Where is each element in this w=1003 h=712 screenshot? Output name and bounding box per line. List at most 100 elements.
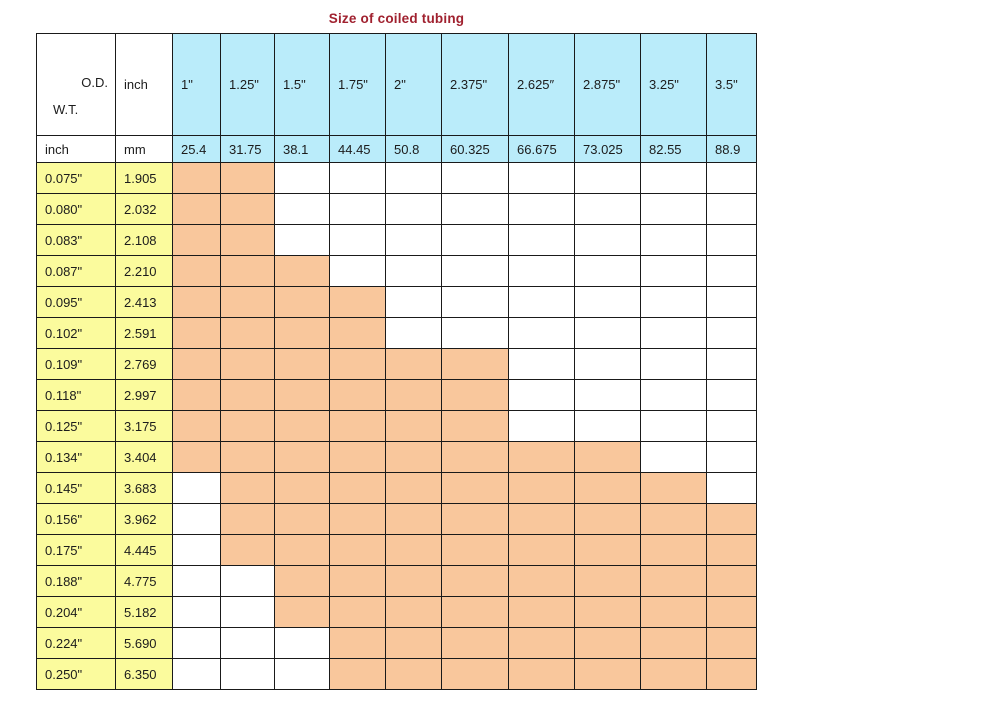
availability-cell (574, 596, 641, 628)
availability-cell (706, 658, 757, 690)
availability-cell (385, 503, 442, 535)
availability-cell (441, 255, 509, 287)
wt-mm-cell: 3.962 (115, 503, 173, 535)
availability-cell (329, 503, 386, 535)
availability-cell (220, 503, 275, 535)
wt-inch-cell: 0.080" (36, 193, 116, 225)
availability-cell (274, 627, 330, 659)
wt-inch-cell: 0.250" (36, 658, 116, 690)
availability-cell (385, 441, 442, 473)
wt-inch-cell: 0.102" (36, 317, 116, 349)
table-body: 0.075" 1.905 0.080" 2.032 0.083" 2.108 0.087" 2… (36, 162, 757, 690)
wt-mm-cell: 2.210 (115, 255, 173, 287)
wt-inch-cell: 0.087" (36, 255, 116, 287)
availability-cell (172, 193, 221, 225)
availability-cell (640, 255, 707, 287)
availability-cell (706, 224, 757, 256)
availability-cell (385, 534, 442, 566)
availability-cell (172, 410, 221, 442)
availability-cell (441, 193, 509, 225)
od-size-header: 3.5" (706, 33, 757, 136)
availability-cell (508, 472, 575, 504)
availability-cell (574, 534, 641, 566)
table-row: 0.175" 4.445 (36, 534, 757, 566)
table-row: 0.156" 3.962 (36, 503, 757, 535)
wt-label: W.T. (53, 101, 79, 117)
availability-cell (385, 162, 442, 194)
availability-cell (441, 348, 509, 380)
availability-cell (220, 565, 275, 597)
availability-cell (274, 317, 330, 349)
header-row-od-mm: inch mm 25.4 31.75 38.1 44.45 50.8 60.325 66.6… (36, 135, 757, 163)
table-row: 0.204" 5.182 (36, 596, 757, 628)
availability-cell (574, 162, 641, 194)
availability-cell (574, 441, 641, 473)
availability-cell (172, 255, 221, 287)
wt-mm-cell: 4.445 (115, 534, 173, 566)
wt-inch-cell: 0.156" (36, 503, 116, 535)
availability-cell (508, 348, 575, 380)
table-row: 0.118" 2.997 (36, 379, 757, 411)
availability-cell (574, 286, 641, 318)
availability-cell (329, 441, 386, 473)
availability-cell (706, 627, 757, 659)
table-row: 0.145" 3.683 (36, 472, 757, 504)
availability-cell (640, 565, 707, 597)
availability-cell (508, 503, 575, 535)
availability-cell (172, 503, 221, 535)
availability-cell (172, 379, 221, 411)
availability-cell (508, 627, 575, 659)
availability-cell (706, 441, 757, 473)
availability-cell (172, 286, 221, 318)
availability-cell (508, 658, 575, 690)
corner-labels: O.D. W.T. (45, 75, 115, 118)
availability-cell (441, 627, 509, 659)
availability-cell (574, 410, 641, 442)
table-row: 0.109" 2.769 (36, 348, 757, 380)
table-row: 0.087" 2.210 (36, 255, 757, 287)
availability-cell (220, 410, 275, 442)
od-size-header: 2" (385, 33, 442, 136)
availability-cell (441, 503, 509, 535)
availability-cell (172, 472, 221, 504)
wt-mm-cell: 1.905 (115, 162, 173, 194)
availability-cell (706, 596, 757, 628)
availability-cell (441, 596, 509, 628)
availability-cell (640, 472, 707, 504)
od-size-header: 1" (172, 33, 221, 136)
availability-cell (274, 379, 330, 411)
availability-cell (329, 379, 386, 411)
od-size-header: 2.375" (441, 33, 509, 136)
availability-cell (274, 503, 330, 535)
availability-cell (574, 193, 641, 225)
availability-cell (274, 596, 330, 628)
availability-cell (329, 224, 386, 256)
availability-cell (329, 596, 386, 628)
availability-cell (706, 317, 757, 349)
availability-cell (172, 348, 221, 380)
wt-mm-cell: 3.683 (115, 472, 173, 504)
table-row: 0.095" 2.413 (36, 286, 757, 318)
availability-cell (274, 534, 330, 566)
table-row: 0.188" 4.775 (36, 565, 757, 597)
availability-cell (274, 224, 330, 256)
availability-cell (640, 162, 707, 194)
availability-cell (220, 627, 275, 659)
availability-cell (274, 255, 330, 287)
od-size-mm: 82.55 (640, 135, 707, 163)
availability-cell (220, 193, 275, 225)
table-row: 0.250" 6.350 (36, 658, 757, 690)
availability-cell (274, 286, 330, 318)
availability-cell (640, 348, 707, 380)
wt-inch-cell: 0.204" (36, 596, 116, 628)
availability-cell (441, 534, 509, 566)
availability-cell (441, 658, 509, 690)
availability-cell (574, 348, 641, 380)
od-size-mm: 31.75 (220, 135, 275, 163)
availability-cell (385, 255, 442, 287)
availability-cell (441, 317, 509, 349)
od-size-mm: 66.675 (508, 135, 575, 163)
availability-cell (508, 255, 575, 287)
availability-cell (385, 193, 442, 225)
availability-cell (706, 379, 757, 411)
